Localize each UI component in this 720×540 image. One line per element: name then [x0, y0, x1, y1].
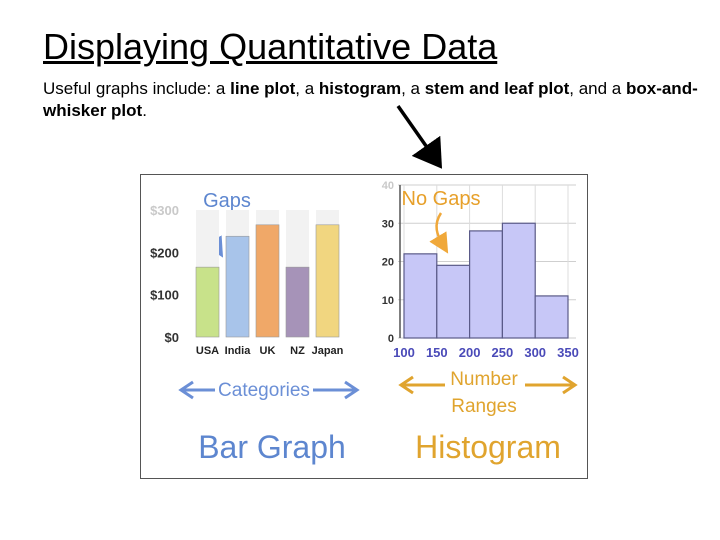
categories-caption: Categories [218, 380, 310, 401]
histogram-bars [403, 222, 569, 339]
histogram: 0 10 20 30 40 100 150 200 250 300 350 No Gaps Num… [382, 180, 579, 465]
categories-arrow-left-head [178, 380, 194, 400]
histogram-x-tick-200: 200 [459, 345, 481, 360]
bar-x-label-nz: NZ [290, 345, 305, 357]
histogram-y-tick-label: 30 [382, 218, 394, 230]
term-box-and-whisker: box-and-whisker plot [43, 79, 698, 120]
number-ranges-caption-bg [445, 365, 525, 417]
bar-y-tick-label: $200 [150, 245, 179, 260]
number-ranges-arrow-left-head [398, 375, 414, 395]
categories-caption-bg [215, 377, 313, 403]
histogram-x-tick-300: 300 [524, 345, 546, 360]
histogram-x-tick-150: 150 [426, 345, 448, 360]
histogram-bar-250-300 [501, 222, 536, 339]
term-line-plot: line plot [230, 79, 296, 98]
histogram-x-tick-250: 250 [492, 345, 514, 360]
histogram-bar-300-350 [534, 295, 569, 339]
histogram-y-tick-label: 20 [382, 257, 394, 269]
separator-3: , and a [569, 79, 626, 98]
no-gaps-pointer-arrow [429, 212, 449, 254]
comparison-chart: Gaps $0 $100 $200 $300 USA India UK NZ Japan Ca… [150, 180, 579, 465]
bar-y-tick-label: $100 [150, 288, 179, 303]
histogram-x-tick-100: 100 [393, 345, 415, 360]
histogram-y-tick-label: 40 [382, 180, 394, 192]
no-gaps-annotation: No Gaps [402, 188, 481, 210]
histogram-bar-150-200 [436, 264, 471, 339]
end-punctuation: . [142, 101, 147, 120]
bar-usa [195, 266, 220, 338]
histogram-bar-200-250 [469, 230, 504, 339]
bar-uk [255, 224, 280, 338]
histogram-bar-100-150 [403, 253, 438, 339]
bar-vs-histogram-figure: Gaps $0 $100 $200 $300 USA India UK NZ Japan Ca… [140, 174, 588, 479]
histogram-y-tick-label: 10 [382, 295, 394, 307]
bar-x-axis: USA India UK NZ Japan [196, 345, 344, 357]
term-stem-and-leaf: stem and leaf plot [424, 79, 570, 98]
bar-graph-title: Bar Graph [198, 429, 346, 465]
bar-y-tick-label: $0 [165, 330, 179, 345]
histogram-y-tick-label: 0 [388, 333, 394, 345]
bar-y-tick-label: $300 [150, 203, 179, 218]
intro-text: Useful graphs include: a [43, 79, 231, 98]
bar-x-label-india: India [225, 345, 252, 357]
histogram-x-axis: 100 150 200 250 300 350 [393, 345, 579, 360]
histogram-x-tick-350: 350 [557, 345, 579, 360]
bar-x-label-uk: UK [260, 345, 276, 357]
number-ranges-caption-line2: Ranges [451, 396, 517, 417]
number-ranges-arrow-right-head [562, 375, 578, 395]
bar-japan [315, 224, 340, 338]
bar-x-label-japan: Japan [312, 345, 344, 357]
bar-graph: Gaps $0 $100 $200 $300 USA India UK NZ Japan Ca… [150, 190, 360, 465]
bar-nz [285, 266, 310, 338]
histogram-y-axis: 0 10 20 30 40 [382, 180, 394, 345]
categories-arrow-right-head [344, 380, 360, 400]
bar-marks [195, 210, 340, 338]
bar-x-label-usa: USA [196, 345, 219, 357]
separator-2: , a [401, 79, 425, 98]
page-title: Displaying Quantitative Data [43, 26, 498, 67]
number-ranges-caption-line1: Number [450, 369, 518, 390]
histogram-title: Histogram [415, 429, 561, 465]
term-histogram: histogram [318, 79, 402, 98]
separator-1: , a [295, 79, 319, 98]
gaps-annotation: Gaps [203, 190, 251, 212]
bar-y-axis: $0 $100 $200 $300 [150, 203, 179, 345]
bar-india [225, 235, 250, 338]
intro-paragraph: Useful graphs include: a line plot, a hi… [43, 78, 703, 122]
